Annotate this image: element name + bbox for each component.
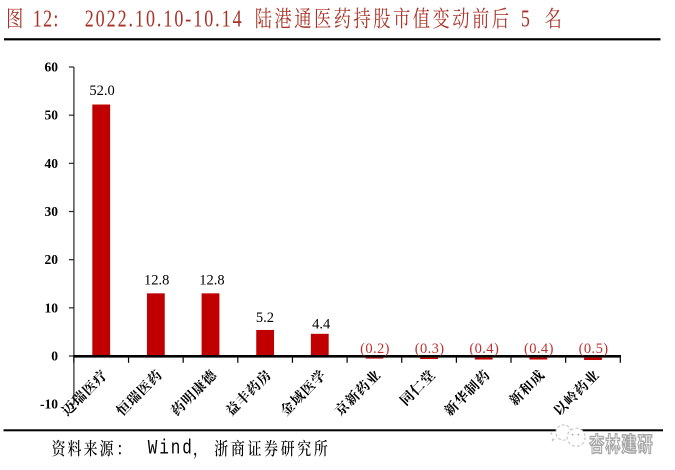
- svg-text:(0.5): (0.5): [579, 341, 609, 357]
- svg-text:(0.3): (0.3): [415, 341, 445, 357]
- svg-text:40: 40: [45, 156, 59, 171]
- svg-text:5.2: 5.2: [256, 310, 274, 326]
- svg-text:4.4: 4.4: [312, 317, 331, 333]
- svg-text:12:: 12:: [33, 5, 60, 32]
- svg-text:-10: -10: [40, 397, 58, 412]
- svg-text:50: 50: [45, 108, 59, 123]
- svg-text:10: 10: [45, 300, 59, 315]
- svg-text:30: 30: [45, 204, 59, 219]
- svg-text:(0.4): (0.4): [469, 341, 499, 357]
- svg-text:60: 60: [45, 59, 59, 74]
- svg-text:Wind: Wind: [148, 437, 194, 460]
- svg-text:12.8: 12.8: [144, 273, 169, 289]
- svg-text:20: 20: [45, 252, 59, 267]
- svg-text:(0.4): (0.4): [524, 341, 554, 357]
- svg-text:(0.2): (0.2): [360, 341, 390, 357]
- svg-text:2022.10.10-10.14: 2022.10.10-10.14: [85, 5, 244, 32]
- svg-text:0: 0: [51, 348, 58, 363]
- svg-text:52.0: 52.0: [89, 83, 114, 99]
- svg-text:12.8: 12.8: [199, 273, 224, 289]
- svg-text:5: 5: [521, 5, 530, 32]
